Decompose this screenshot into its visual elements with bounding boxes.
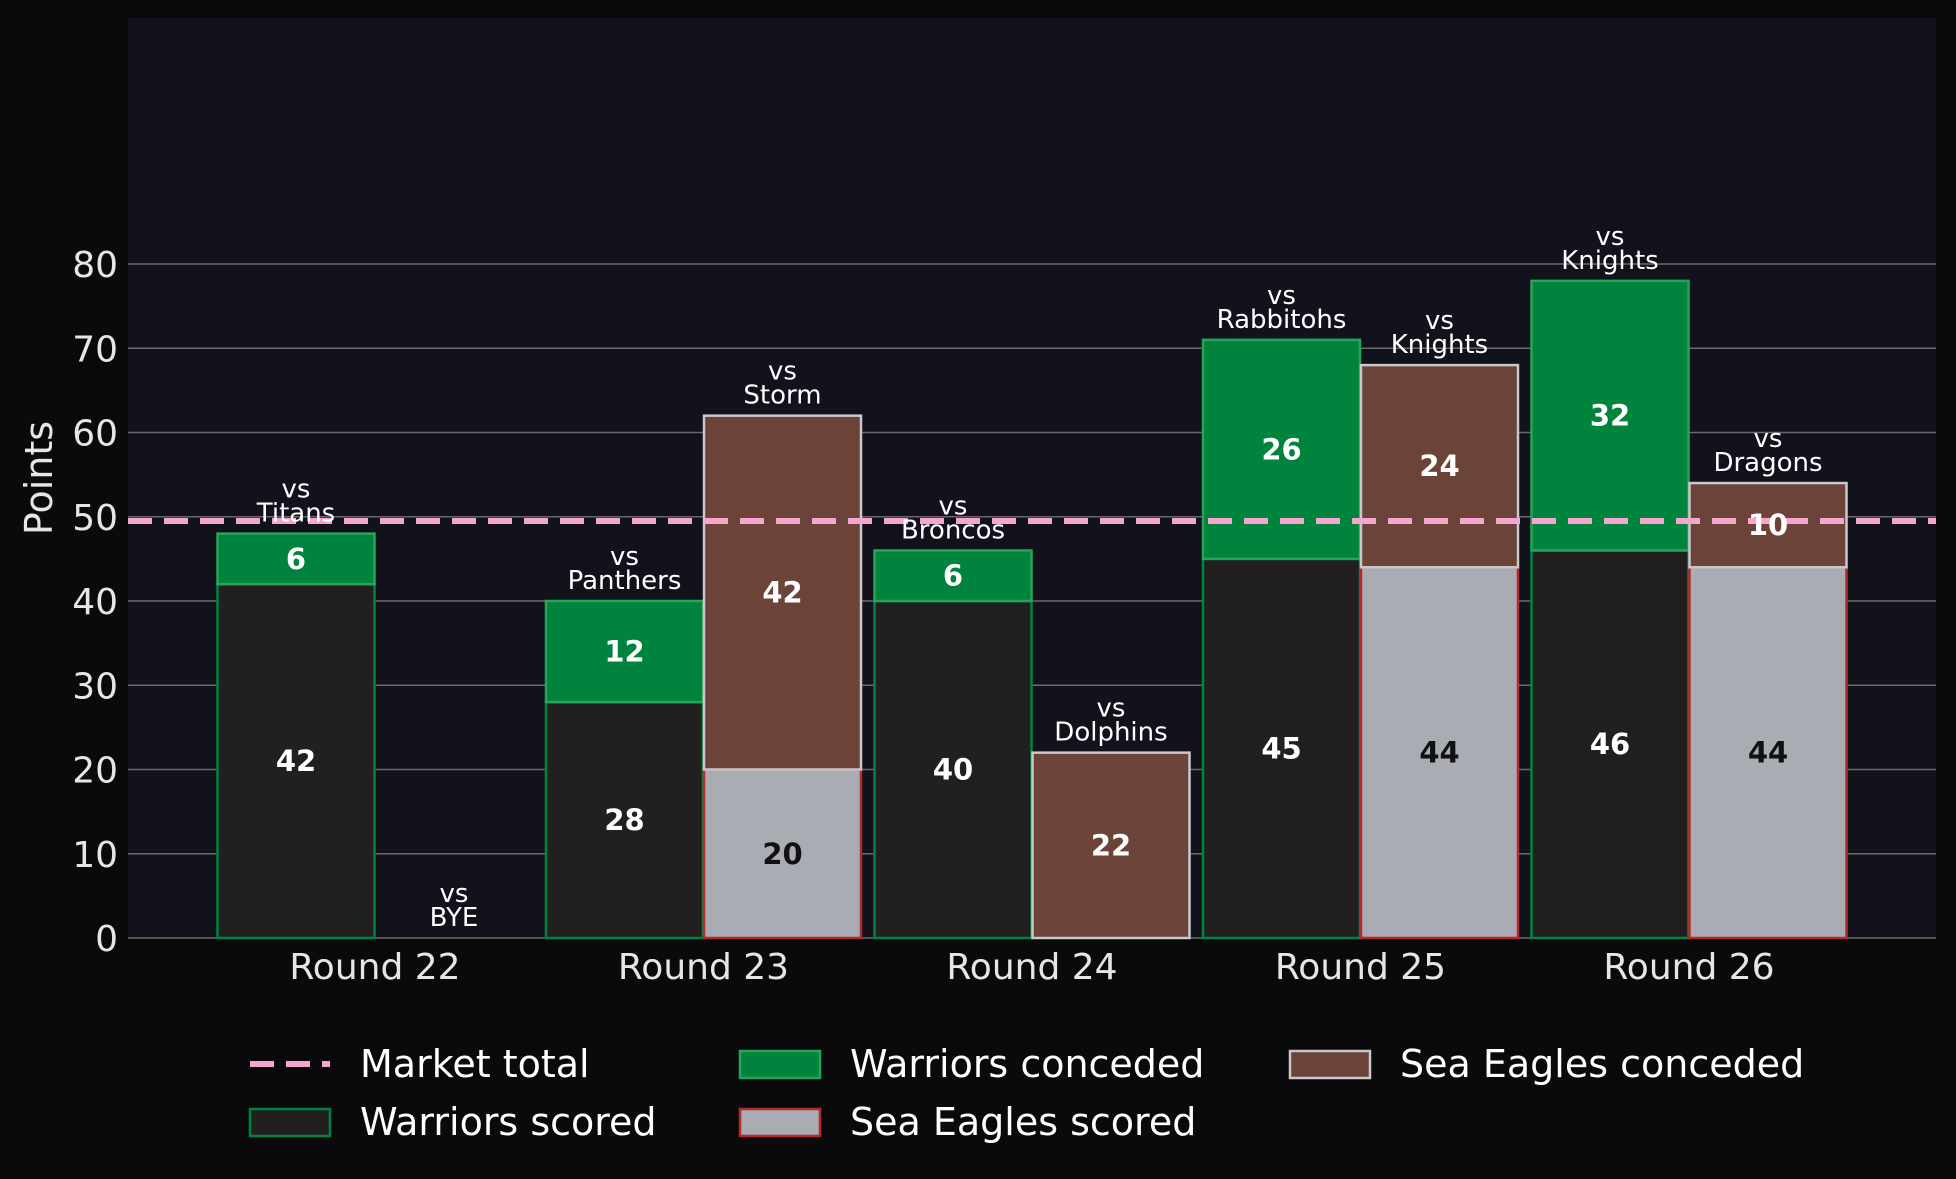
y-tick-label: 10 bbox=[72, 835, 118, 876]
opponent-label: vs Dragons bbox=[1713, 424, 1822, 478]
bar-conceded bbox=[1530, 279, 1690, 552]
bar-scored-label: 42 bbox=[276, 744, 316, 778]
bar-scored bbox=[1530, 549, 1690, 940]
bar-scored bbox=[216, 582, 376, 940]
bar-conceded bbox=[873, 549, 1033, 603]
opponent-label: vs BYE bbox=[430, 879, 479, 933]
bar-conceded bbox=[1031, 751, 1191, 940]
legend-swatch bbox=[248, 1107, 332, 1138]
y-tick-label: 70 bbox=[72, 329, 118, 370]
bar-conceded bbox=[1359, 363, 1520, 569]
bars bbox=[216, 279, 1848, 940]
x-tick-label: Round 26 bbox=[1603, 947, 1774, 988]
bar-conceded bbox=[216, 532, 376, 586]
bar-scored-label: 44 bbox=[1748, 736, 1788, 770]
legend-label: Warriors conceded bbox=[850, 1042, 1204, 1086]
bar-scored bbox=[702, 768, 863, 940]
bar-conceded-label: 22 bbox=[1091, 828, 1131, 862]
legend-label: Warriors scored bbox=[360, 1100, 657, 1144]
bar-scored bbox=[873, 599, 1033, 940]
legend-swatch bbox=[738, 1107, 822, 1138]
bar-conceded-label: 10 bbox=[1748, 508, 1788, 542]
y-tick-label: 30 bbox=[72, 666, 118, 707]
bar-conceded-label: 6 bbox=[286, 542, 306, 576]
x-tick-label: Round 25 bbox=[1275, 947, 1446, 988]
legend-label: Sea Eagles scored bbox=[850, 1100, 1196, 1144]
bar-conceded-label: 26 bbox=[1261, 432, 1301, 466]
legend-label: Sea Eagles conceded bbox=[1400, 1042, 1804, 1086]
x-axis: Round 22 Round 23 Round 24 Round 25 Round 26 bbox=[289, 947, 1774, 988]
y-axis-label: Points bbox=[17, 421, 61, 535]
bar-scored-label: 20 bbox=[762, 837, 802, 871]
bar-scored-label: 40 bbox=[933, 753, 973, 787]
bar-conceded-label: 24 bbox=[1419, 449, 1459, 483]
bar-conceded bbox=[702, 414, 863, 771]
y-tick-label: 80 bbox=[72, 245, 118, 286]
opponent-label: vs Knights bbox=[1561, 222, 1658, 276]
y-tick-label: 60 bbox=[72, 414, 118, 455]
bar-conceded bbox=[1688, 481, 1848, 569]
bar-scored bbox=[1359, 566, 1520, 940]
y-tick-label: 40 bbox=[72, 582, 118, 623]
opponent-label: vs Broncos bbox=[901, 491, 1005, 545]
x-tick-label: Round 23 bbox=[618, 947, 789, 988]
y-tick-label: 20 bbox=[72, 751, 118, 792]
legend-swatch bbox=[1288, 1049, 1372, 1080]
bar-conceded-label: 32 bbox=[1590, 399, 1630, 433]
bar-scored bbox=[1688, 566, 1848, 940]
value-labels: 42 6 28 12 40 6 45 26 46 32 20 42 22 44 24 44 10 bbox=[276, 399, 1788, 871]
bar-scored bbox=[544, 700, 705, 940]
legend: Market total Warriors scored Warriors conc… bbox=[248, 1042, 1804, 1144]
bar-conceded-label: 42 bbox=[762, 576, 802, 610]
opponent-label: vs Dolphins bbox=[1054, 694, 1167, 748]
opponent-label: vs Panthers bbox=[568, 542, 682, 596]
bar-scored-label: 44 bbox=[1419, 736, 1459, 770]
bar-conceded bbox=[544, 599, 705, 704]
opponent-label: vs Rabbitohs bbox=[1217, 281, 1347, 335]
opponent-label: vs Knights bbox=[1391, 306, 1488, 360]
opponent-label: vs Titans bbox=[256, 475, 335, 529]
y-tick-label: 0 bbox=[95, 919, 118, 960]
legend-swatch bbox=[738, 1049, 822, 1080]
x-tick-label: Round 24 bbox=[946, 947, 1117, 988]
opponent-label: vs Storm bbox=[743, 357, 821, 411]
legend-label: Market total bbox=[360, 1042, 590, 1086]
bar-conceded-label: 6 bbox=[943, 559, 963, 593]
y-tick-label: 50 bbox=[72, 498, 118, 539]
bar-scored-label: 46 bbox=[1590, 727, 1630, 761]
bar-conceded-label: 12 bbox=[604, 635, 644, 669]
opponent-labels: vs Titans vs Panthers vs Broncos vs Rabbitohs vs… bbox=[256, 222, 1823, 933]
y-axis: 0 10 20 30 40 50 60 70 80 bbox=[72, 245, 118, 960]
bar-scored-label: 45 bbox=[1261, 731, 1301, 765]
x-tick-label: Round 22 bbox=[289, 947, 460, 988]
bar-scored-label: 28 bbox=[604, 803, 644, 837]
